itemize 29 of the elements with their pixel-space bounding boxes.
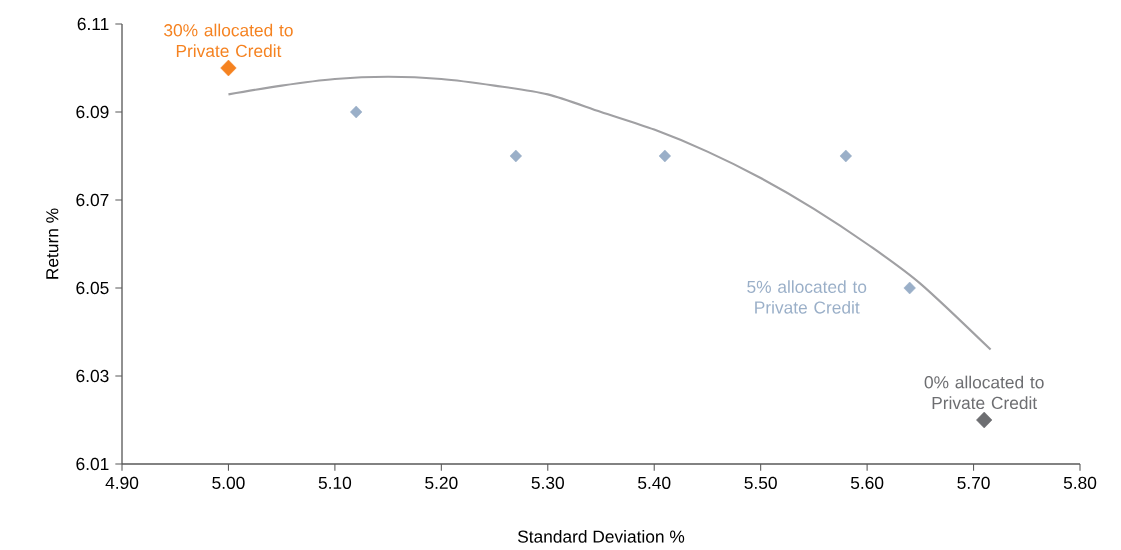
x-tick-label: 5.60 [850,476,884,489]
y-tick-label: 6.09 [76,105,109,119]
y-axis-title: Return % [46,208,59,279]
y-tick-label: 6.11 [77,17,109,31]
x-tick-label: 5.20 [425,476,458,489]
point [976,411,993,429]
annotation: 30% allocated to Private Credit [164,23,293,58]
x-axis-title: Standard Deviation % [517,530,685,543]
x-tick-label: 5.70 [957,476,990,489]
x-tick-label: 5.80 [1063,476,1097,489]
x-tick-label: 5.00 [212,476,245,489]
line-series [227,75,992,351]
x-tick-label: 5.10 [318,476,352,489]
x-tick-label: 4.90 [105,476,139,489]
point [903,281,916,295]
y-tick-label: 6.01 [76,457,109,471]
point [658,149,671,163]
point [220,59,237,77]
point [839,149,852,163]
point [350,105,363,119]
point [509,149,522,163]
annotation: 0% allocated to Private Credit [924,375,1044,410]
y-tick-label: 6.05 [76,281,109,295]
annotation: 5% allocated to Private Credit [747,280,867,314]
x-tick-label: 5.40 [638,476,671,489]
y-tick-label: 6.07 [76,193,109,207]
y-tick-label: 6.03 [76,369,109,383]
x-tick-label: 5.30 [531,476,564,489]
x-tick-label: 5.50 [744,476,777,489]
